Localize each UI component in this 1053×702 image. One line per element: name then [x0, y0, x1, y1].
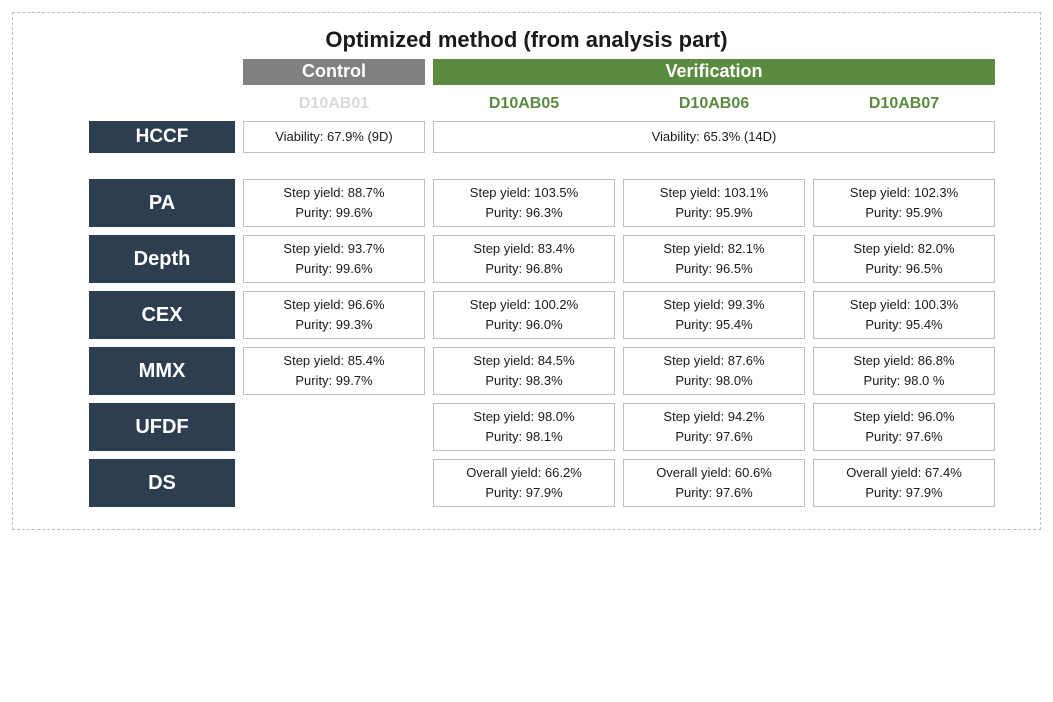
depth-control: Step yield: 93.7% Purity: 99.6%: [243, 235, 425, 283]
cell-line1: Step yield: 103.1%: [626, 183, 802, 203]
cex-v3: Step yield: 100.3% Purity: 95.4%: [813, 291, 995, 339]
ufdf-v3: Step yield: 96.0% Purity: 97.6%: [813, 403, 995, 451]
cell-line2: Purity: 98.0 %: [816, 371, 992, 391]
cell-line1: Step yield: 88.7%: [246, 183, 422, 203]
cell-line2: Purity: 95.4%: [816, 315, 992, 335]
pa-v3: Step yield: 102.3% Purity: 95.9%: [813, 179, 995, 227]
cell-line2: Purity: 98.0%: [626, 371, 802, 391]
data-grid: Control Verification D10AB01 D10AB05 D10…: [89, 59, 1022, 507]
stage-ds: DS: [89, 459, 235, 507]
cell-line2: Purity: 95.9%: [816, 203, 992, 223]
cell-line1: Step yield: 93.7%: [246, 239, 422, 259]
cell-line1: Step yield: 100.2%: [436, 295, 612, 315]
cell-line2: Purity: 95.4%: [626, 315, 802, 335]
sample-control: D10AB01: [243, 93, 425, 113]
cell-line1: Step yield: 86.8%: [816, 351, 992, 371]
stage-pa: PA: [89, 179, 235, 227]
cell-line2: Purity: 97.9%: [816, 483, 992, 503]
stage-ufdf: UFDF: [89, 403, 235, 451]
cell-line2: Purity: 99.7%: [246, 371, 422, 391]
cell-line1: Step yield: 102.3%: [816, 183, 992, 203]
sample-v2: D10AB06: [623, 93, 805, 113]
stage-hccf: HCCF: [89, 121, 235, 153]
cell-line1: Overall yield: 66.2%: [436, 463, 612, 483]
cell-line2: Purity: 95.9%: [626, 203, 802, 223]
depth-v3: Step yield: 82.0% Purity: 96.5%: [813, 235, 995, 283]
cex-control: Step yield: 96.6% Purity: 99.3%: [243, 291, 425, 339]
depth-v1: Step yield: 83.4% Purity: 96.8%: [433, 235, 615, 283]
cell-line1: Step yield: 103.5%: [436, 183, 612, 203]
pa-v1: Step yield: 103.5% Purity: 96.3%: [433, 179, 615, 227]
cell-line1: Step yield: 96.0%: [816, 407, 992, 427]
cell-line2: Purity: 99.6%: [246, 203, 422, 223]
pa-control: Step yield: 88.7% Purity: 99.6%: [243, 179, 425, 227]
cell-line2: Purity: 97.6%: [816, 427, 992, 447]
hccf-verification: Viability: 65.3% (14D): [433, 121, 995, 153]
cell-line2: Purity: 99.3%: [246, 315, 422, 335]
mmx-control: Step yield: 85.4% Purity: 99.7%: [243, 347, 425, 395]
cell-line1: Step yield: 96.6%: [246, 295, 422, 315]
sample-v3: D10AB07: [813, 93, 995, 113]
cell-line2: Purity: 96.0%: [436, 315, 612, 335]
stage-mmx: MMX: [89, 347, 235, 395]
cell-line2: Purity: 96.8%: [436, 259, 612, 279]
depth-v2: Step yield: 82.1% Purity: 96.5%: [623, 235, 805, 283]
cell-line2: Purity: 98.1%: [436, 427, 612, 447]
cell-line1: Overall yield: 60.6%: [626, 463, 802, 483]
sample-v1: D10AB05: [433, 93, 615, 113]
cell-line2: Purity: 96.5%: [626, 259, 802, 279]
cell-line1: Step yield: 94.2%: [626, 407, 802, 427]
cell-line1: Step yield: 87.6%: [626, 351, 802, 371]
ds-v2: Overall yield: 60.6% Purity: 97.6%: [623, 459, 805, 507]
cell-line2: Purity: 99.6%: [246, 259, 422, 279]
hccf-control: Viability: 67.9% (9D): [243, 121, 425, 153]
cell-line1: Step yield: 98.0%: [436, 407, 612, 427]
header-verification: Verification: [433, 59, 995, 85]
cell-line1: Step yield: 100.3%: [816, 295, 992, 315]
ufdf-v1: Step yield: 98.0% Purity: 98.1%: [433, 403, 615, 451]
cell-line2: Purity: 96.5%: [816, 259, 992, 279]
ufdf-control-empty: [243, 403, 425, 451]
ds-v3: Overall yield: 67.4% Purity: 97.9%: [813, 459, 995, 507]
cell-line1: Step yield: 84.5%: [436, 351, 612, 371]
cell-line2: Purity: 96.3%: [436, 203, 612, 223]
ds-v1: Overall yield: 66.2% Purity: 97.9%: [433, 459, 615, 507]
cell-line1: Overall yield: 67.4%: [816, 463, 992, 483]
cell-line2: Purity: 97.9%: [436, 483, 612, 503]
figure-title: Optimized method (from analysis part): [31, 27, 1022, 53]
cell-line2: Purity: 98.3%: [436, 371, 612, 391]
cex-v2: Step yield: 99.3% Purity: 95.4%: [623, 291, 805, 339]
spacer: [89, 161, 995, 171]
ufdf-v2: Step yield: 94.2% Purity: 97.6%: [623, 403, 805, 451]
spacer: [89, 93, 235, 113]
cell-line1: Step yield: 82.0%: [816, 239, 992, 259]
mmx-v3: Step yield: 86.8% Purity: 98.0 %: [813, 347, 995, 395]
cell-line1: Step yield: 85.4%: [246, 351, 422, 371]
cell-line2: Purity: 97.6%: [626, 427, 802, 447]
mmx-v1: Step yield: 84.5% Purity: 98.3%: [433, 347, 615, 395]
cell-line1: Step yield: 99.3%: [626, 295, 802, 315]
ds-control-empty: [243, 459, 425, 507]
cex-v1: Step yield: 100.2% Purity: 96.0%: [433, 291, 615, 339]
cell-line1: Step yield: 83.4%: [436, 239, 612, 259]
mmx-v2: Step yield: 87.6% Purity: 98.0%: [623, 347, 805, 395]
figure-frame: Optimized method (from analysis part) Co…: [12, 12, 1041, 530]
cell-line1: Step yield: 82.1%: [626, 239, 802, 259]
stage-cex: CEX: [89, 291, 235, 339]
stage-depth: Depth: [89, 235, 235, 283]
spacer: [89, 59, 235, 85]
pa-v2: Step yield: 103.1% Purity: 95.9%: [623, 179, 805, 227]
header-control: Control: [243, 59, 425, 85]
cell-line2: Purity: 97.6%: [626, 483, 802, 503]
